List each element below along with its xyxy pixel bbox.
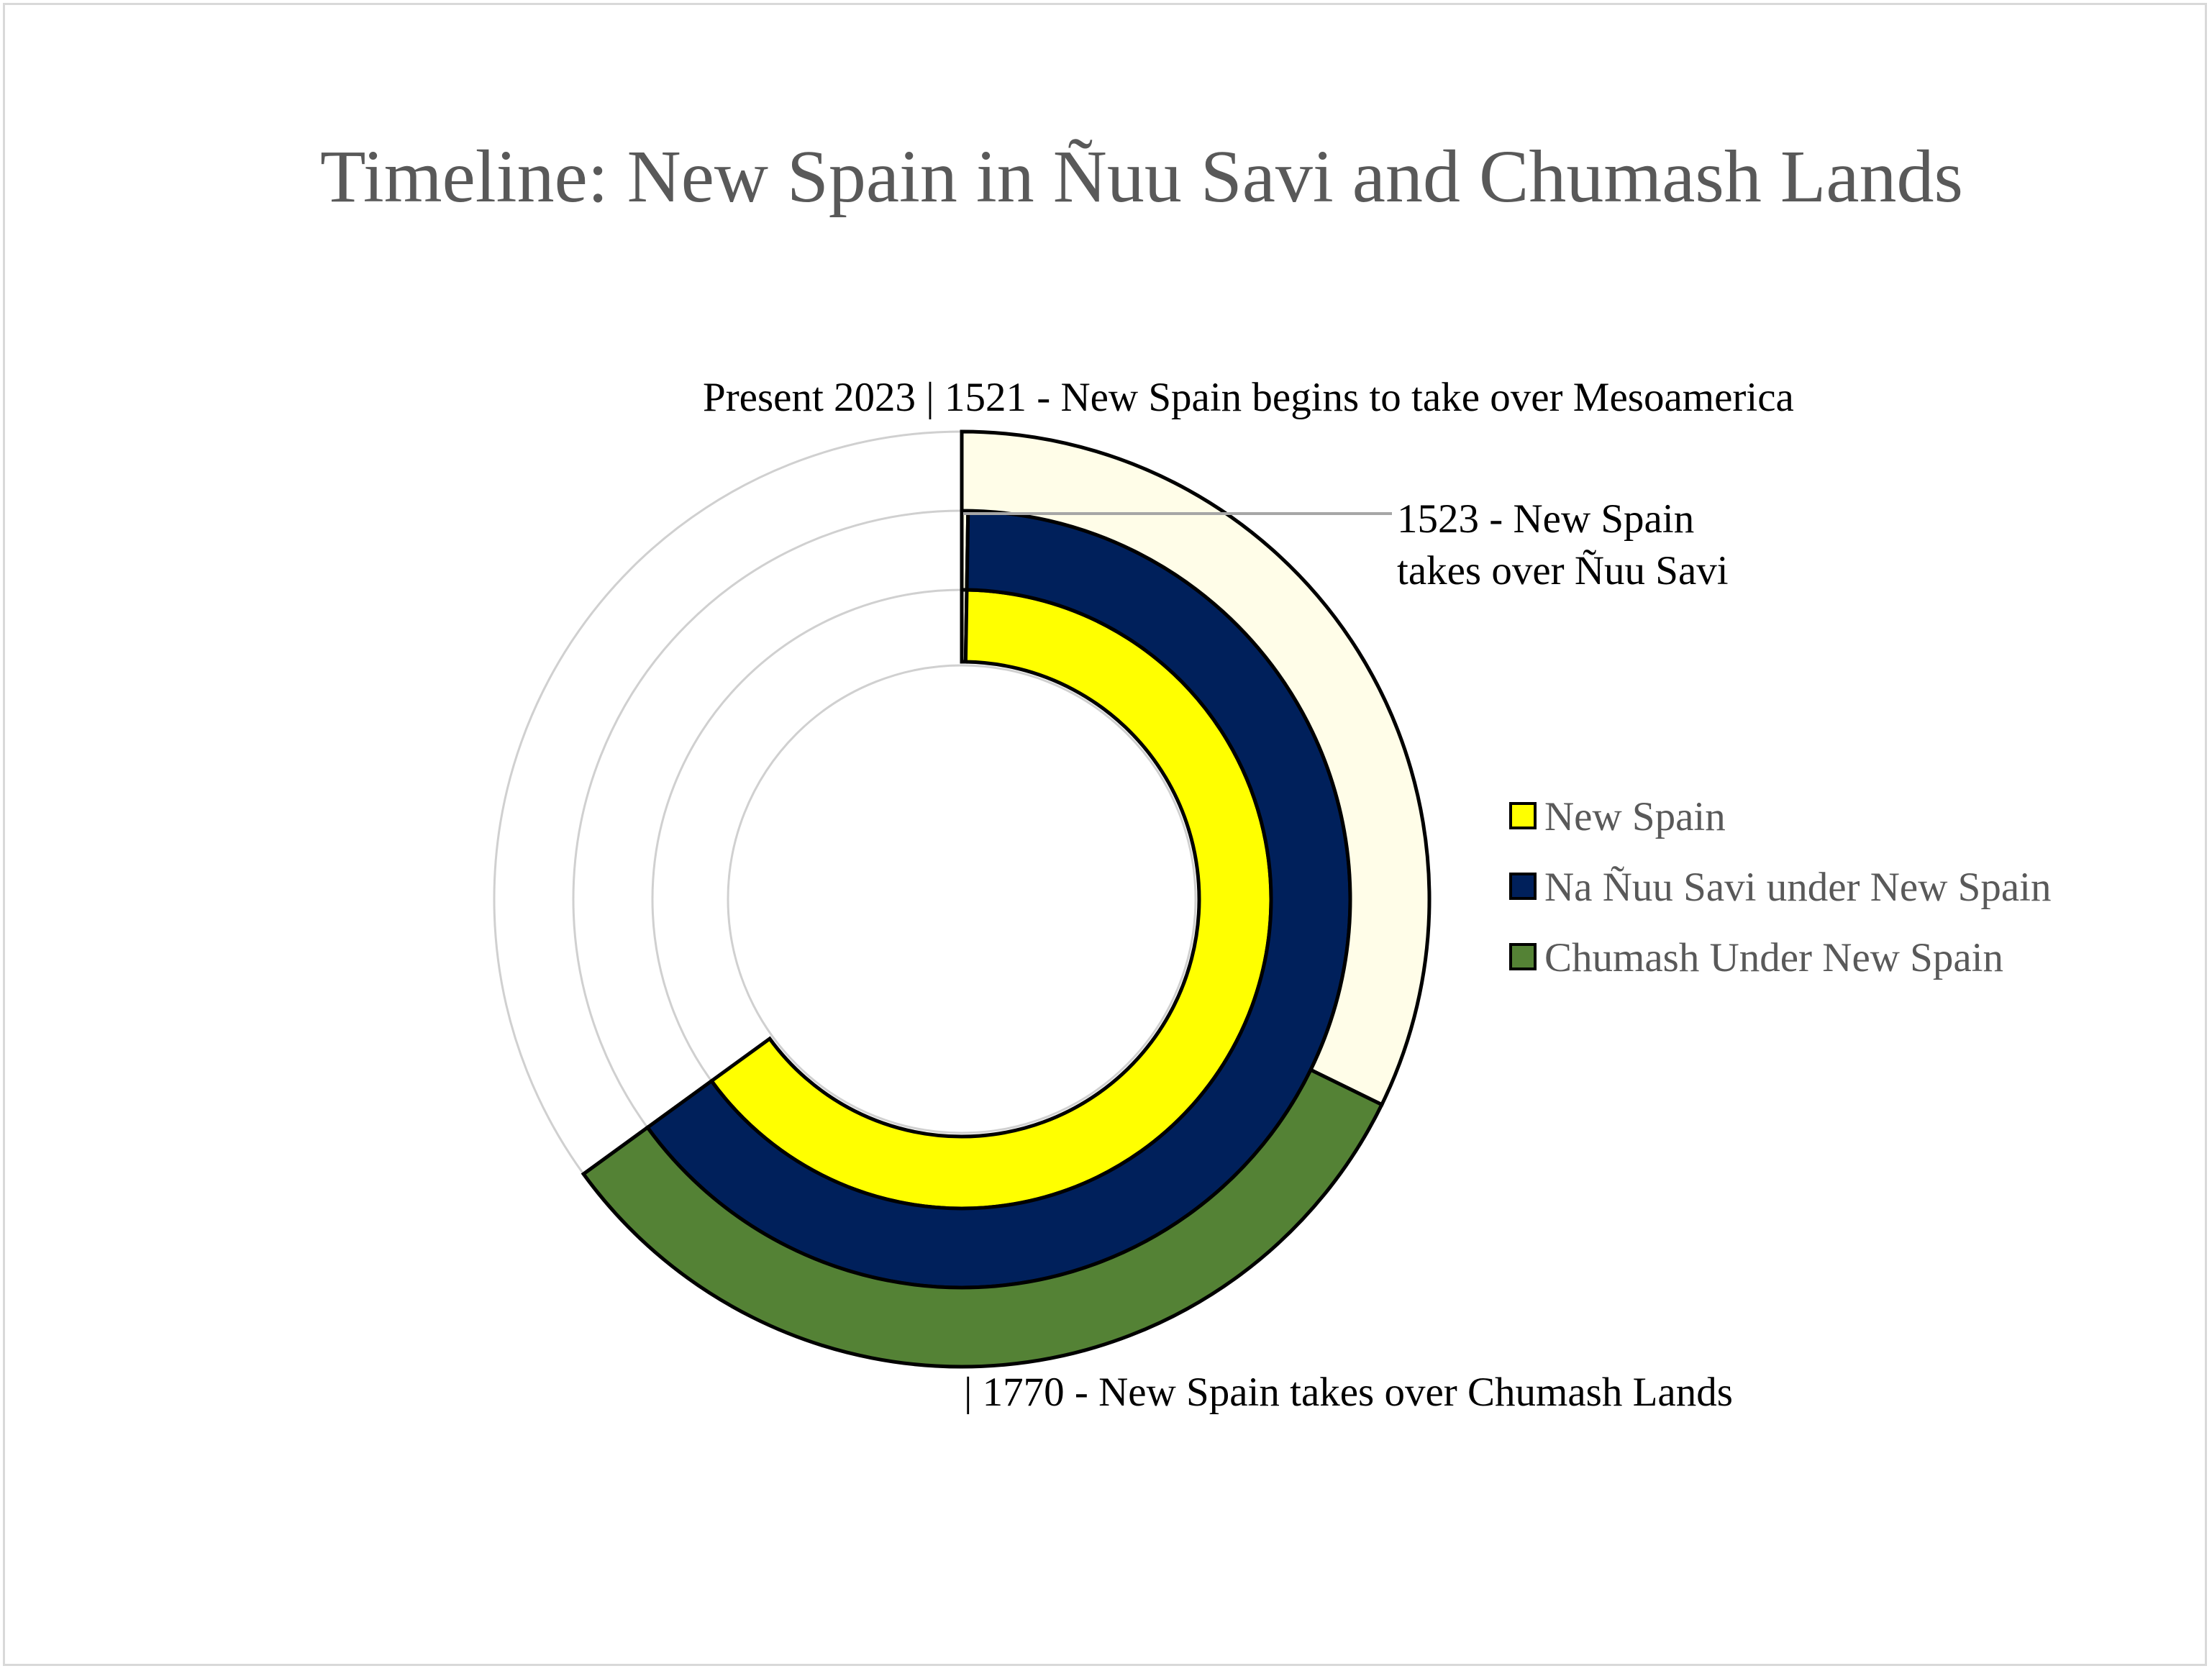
ring-segment-outer-1 — [960, 429, 1432, 1107]
legend-entry-new-spain: New Spain — [1509, 794, 1726, 839]
legend: New Spain Na Ñuu Savi under New Spain Ch… — [1509, 794, 2051, 980]
chart-svg: Timeline: New Spain in Ñuu Savi and Chum… — [320, 135, 2051, 1415]
legend-label-new-spain: New Spain — [1544, 794, 1726, 839]
legend-swatch-chumash — [1509, 943, 1537, 970]
ring-segments — [581, 429, 1432, 1369]
grid-circle-1 — [727, 664, 1197, 1134]
chart-title: Timeline: New Spain in Ñuu Savi and Chum… — [320, 135, 1963, 218]
legend-swatch-na-nuu-savi — [1509, 873, 1537, 900]
annotation-1521: Present 2023 | 1521 - New Spain begins t… — [703, 375, 1794, 420]
chart-area: Timeline: New Spain in Ñuu Savi and Chum… — [3, 3, 2207, 1666]
annotation-1523-line-1: 1523 - New Spain — [1397, 496, 1694, 542]
legend-label-chumash: Chumash Under New Spain — [1544, 935, 2003, 980]
ring-segment-outer-2 — [581, 1067, 1385, 1369]
legend-entry-na-nuu-savi: Na Ñuu Savi under New Spain — [1509, 865, 2051, 910]
legend-label-na-nuu-savi: Na Ñuu Savi under New Spain — [1544, 865, 2051, 910]
legend-entry-chumash: Chumash Under New Spain — [1509, 935, 2003, 980]
annotation-1770: | 1770 - New Spain takes over Chumash La… — [964, 1370, 1733, 1415]
legend-swatch-new-spain — [1509, 802, 1537, 829]
annotations: Present 2023 | 1521 - New Spain begins t… — [703, 375, 1794, 1415]
annotation-1523-line-2: takes over Ñuu Savi — [1397, 548, 1729, 593]
